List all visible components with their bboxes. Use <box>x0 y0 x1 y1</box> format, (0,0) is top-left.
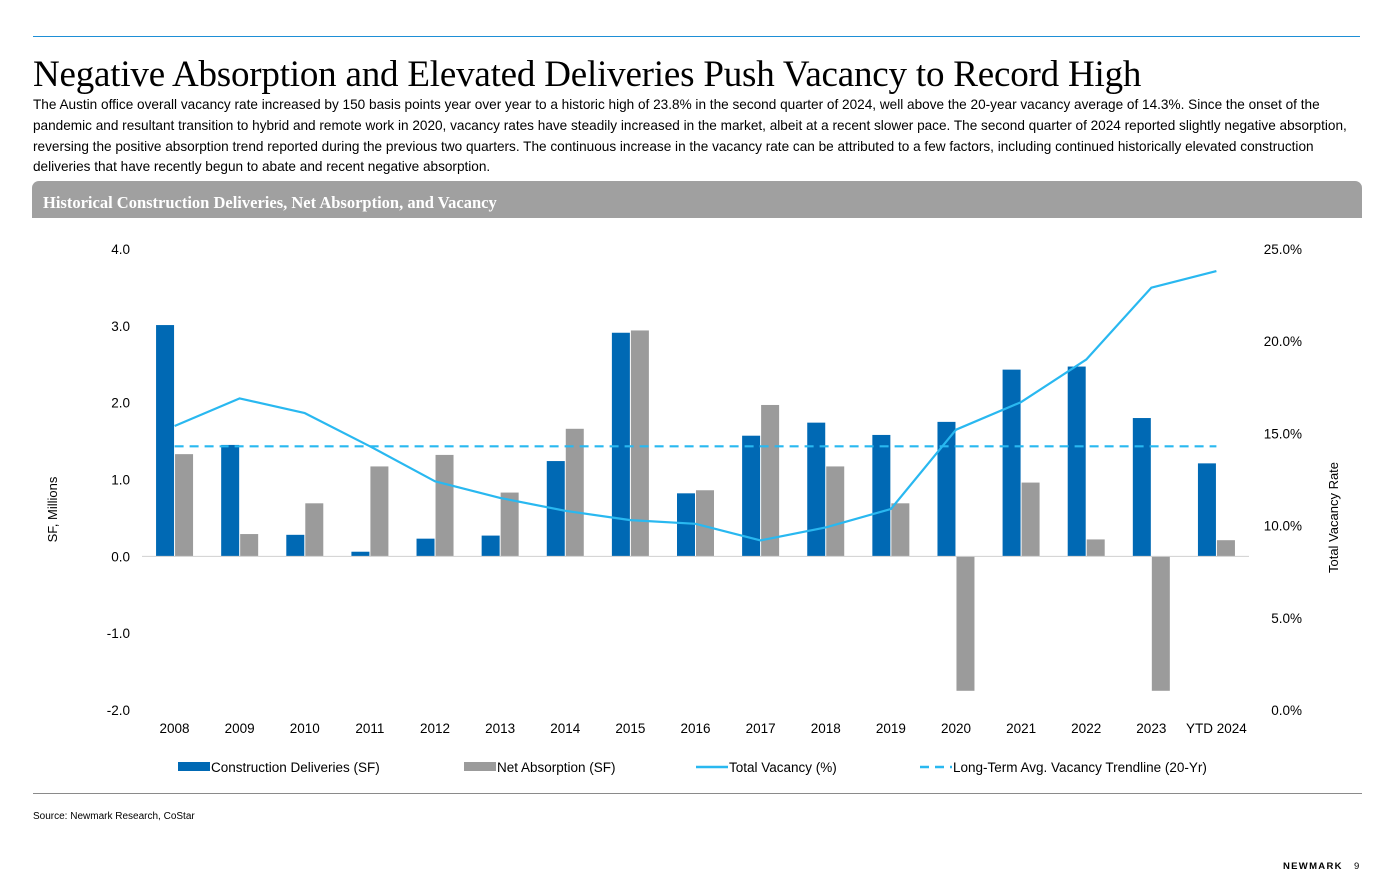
legend-label: Construction Deliveries (SF) <box>211 760 380 775</box>
x-tick-label: 2017 <box>746 721 776 736</box>
x-tick-label: 2023 <box>1136 721 1166 736</box>
bar-absorption <box>1021 482 1040 557</box>
bar-absorption <box>696 490 714 557</box>
x-tick-label: 2011 <box>355 721 384 736</box>
bar-deliveries <box>937 421 956 557</box>
y2-tick-label: 10.0% <box>1264 519 1302 534</box>
bar-deliveries <box>481 535 500 557</box>
y-tick-label: 0.0 <box>111 549 130 564</box>
legend-label: Net Absorption (SF) <box>497 760 616 775</box>
bar-absorption <box>1216 540 1235 557</box>
legend-swatch <box>178 762 210 771</box>
y-axis-title: SF, Millions <box>45 476 60 542</box>
bar-deliveries <box>807 422 826 557</box>
bar-absorption <box>956 556 975 691</box>
bar-deliveries <box>677 493 695 557</box>
bar-deliveries <box>1132 418 1151 557</box>
bar-absorption <box>826 466 845 557</box>
bar-absorption <box>1151 556 1170 691</box>
legend-label: Total Vacancy (%) <box>729 760 837 775</box>
x-tick-label: 2018 <box>811 721 841 736</box>
page-number: 9 <box>1354 861 1360 872</box>
bar-absorption <box>1086 539 1105 557</box>
legend-swatch <box>464 762 496 771</box>
x-tick-label: 2020 <box>941 721 971 736</box>
bar-deliveries <box>221 444 240 557</box>
bar-absorption <box>630 330 649 557</box>
x-tick-label: 2019 <box>876 721 906 736</box>
y-tick-label: 2.0 <box>111 396 130 411</box>
x-tick-label: 2015 <box>615 721 645 736</box>
y2-tick-label: 20.0% <box>1264 334 1302 349</box>
bar-deliveries <box>1197 463 1216 557</box>
y2-tick-label: 25.0% <box>1264 242 1302 257</box>
top-rule <box>33 36 1360 37</box>
y2-tick-label: 5.0% <box>1271 611 1302 626</box>
page-title: Negative Absorption and Elevated Deliver… <box>33 54 1142 95</box>
bar-absorption <box>761 404 780 557</box>
bar-deliveries <box>611 332 630 557</box>
bar-deliveries <box>156 325 175 557</box>
y2-axis-title: Total Vacancy Rate <box>1326 462 1341 573</box>
bar-absorption <box>500 492 519 557</box>
chart-header-title: Historical Construction Deliveries, Net … <box>43 193 497 212</box>
x-tick-label: 2009 <box>225 721 255 736</box>
x-tick-label: 2014 <box>550 721 581 736</box>
bar-absorption <box>435 454 454 557</box>
bar-deliveries <box>351 551 370 557</box>
x-tick-label: 2013 <box>485 721 515 736</box>
bar-absorption <box>565 428 584 557</box>
y-tick-label: 4.0 <box>111 242 130 257</box>
x-tick-label: 2008 <box>160 721 190 736</box>
x-tick-label: 2021 <box>1006 721 1036 736</box>
x-tick-label: 2016 <box>680 721 710 736</box>
x-tick-label: 2022 <box>1071 721 1101 736</box>
body-paragraph: The Austin office overall vacancy rate i… <box>33 97 1347 175</box>
y-tick-label: 3.0 <box>111 319 130 334</box>
source-note: Source: Newmark Research, CoStar <box>33 811 195 822</box>
bottom-rule <box>33 793 1362 794</box>
y2-tick-label: 15.0% <box>1264 426 1302 441</box>
bar-deliveries <box>286 534 305 557</box>
y-tick-label: -2.0 <box>107 703 130 718</box>
y-tick-label: 1.0 <box>111 473 130 488</box>
vacancy-line-series <box>174 270 1217 542</box>
x-tick-label: 2010 <box>290 721 320 736</box>
bar-absorption <box>240 534 259 557</box>
legend-label: Long-Term Avg. Vacancy Trendline (20-Yr) <box>953 760 1207 775</box>
y-tick-label: -1.0 <box>107 626 130 641</box>
bar-deliveries <box>1002 369 1021 557</box>
bar-deliveries <box>872 434 891 557</box>
bar-deliveries <box>416 538 435 557</box>
brand-logo: NEWMARK <box>1283 861 1343 872</box>
chart-header-bar: Historical Construction Deliveries, Net … <box>32 181 1362 218</box>
bar-absorption <box>175 454 194 557</box>
bar-absorption <box>370 466 389 557</box>
bar-absorption <box>891 503 910 557</box>
y2-tick-label: 0.0% <box>1271 703 1302 718</box>
x-tick-label: 2012 <box>420 721 450 736</box>
bar-deliveries <box>1067 366 1086 557</box>
x-tick-label: YTD 2024 <box>1186 721 1247 736</box>
bar-absorption <box>305 503 324 557</box>
bar-deliveries <box>742 435 761 557</box>
